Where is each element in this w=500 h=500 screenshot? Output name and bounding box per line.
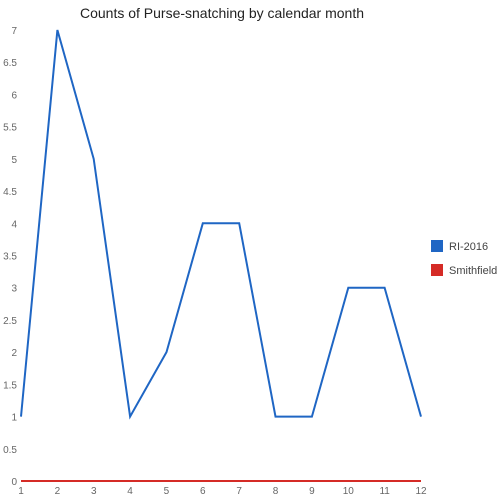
y-tick-label: 3.5 [3,252,17,263]
y-tick-label: 4.5 [3,187,17,198]
legend: RI-2016 Smithfield [431,240,497,277]
chart-title: Counts of Purse-snatching by calendar mo… [80,5,364,21]
x-tick-label: 5 [164,486,170,497]
series-line-ri-2016 [20,29,422,420]
x-tick-label: 6 [200,486,206,497]
x-tick-label: 2 [55,486,61,497]
y-tick-label: 6 [11,90,17,101]
y-tick-label: 2 [11,348,17,359]
y-tick-label: 0 [11,477,17,488]
y-tick-label: 2.5 [3,316,17,327]
y-tick-label: 7 [11,26,17,37]
y-tick-label: 5 [11,155,17,166]
x-axis-ticks: 1 2 3 4 5 6 7 8 9 10 11 12 [18,486,427,497]
x-tick-label: 10 [343,486,355,497]
legend-label: RI-2016 [449,241,488,253]
y-tick-label: 3 [11,284,17,295]
x-tick-label: 7 [236,486,242,497]
x-tick-label: 11 [379,486,390,497]
x-tick-label: 4 [127,486,133,497]
legend-swatch [431,240,443,252]
legend-swatch [431,264,443,276]
y-tick-label: 1 [11,413,17,424]
y-tick-label: 0.5 [3,445,17,456]
y-axis-ticks: 0 0.5 1 1.5 2 2.5 3 3.5 4 4.5 5 5.5 6 6.5 7 [3,26,17,488]
y-tick-label: 5.5 [3,123,17,134]
x-tick-label: 12 [415,486,427,497]
x-tick-label: 8 [273,486,279,497]
x-tick-label: 3 [91,486,97,497]
legend-label: Smithfield [449,265,497,277]
y-tick-label: 6.5 [3,58,17,69]
x-tick-label: 9 [309,486,315,497]
y-tick-label: 4 [11,219,17,230]
x-tick-label: 1 [18,486,24,497]
y-tick-label: 1.5 [3,380,17,391]
series-lines [20,29,422,482]
